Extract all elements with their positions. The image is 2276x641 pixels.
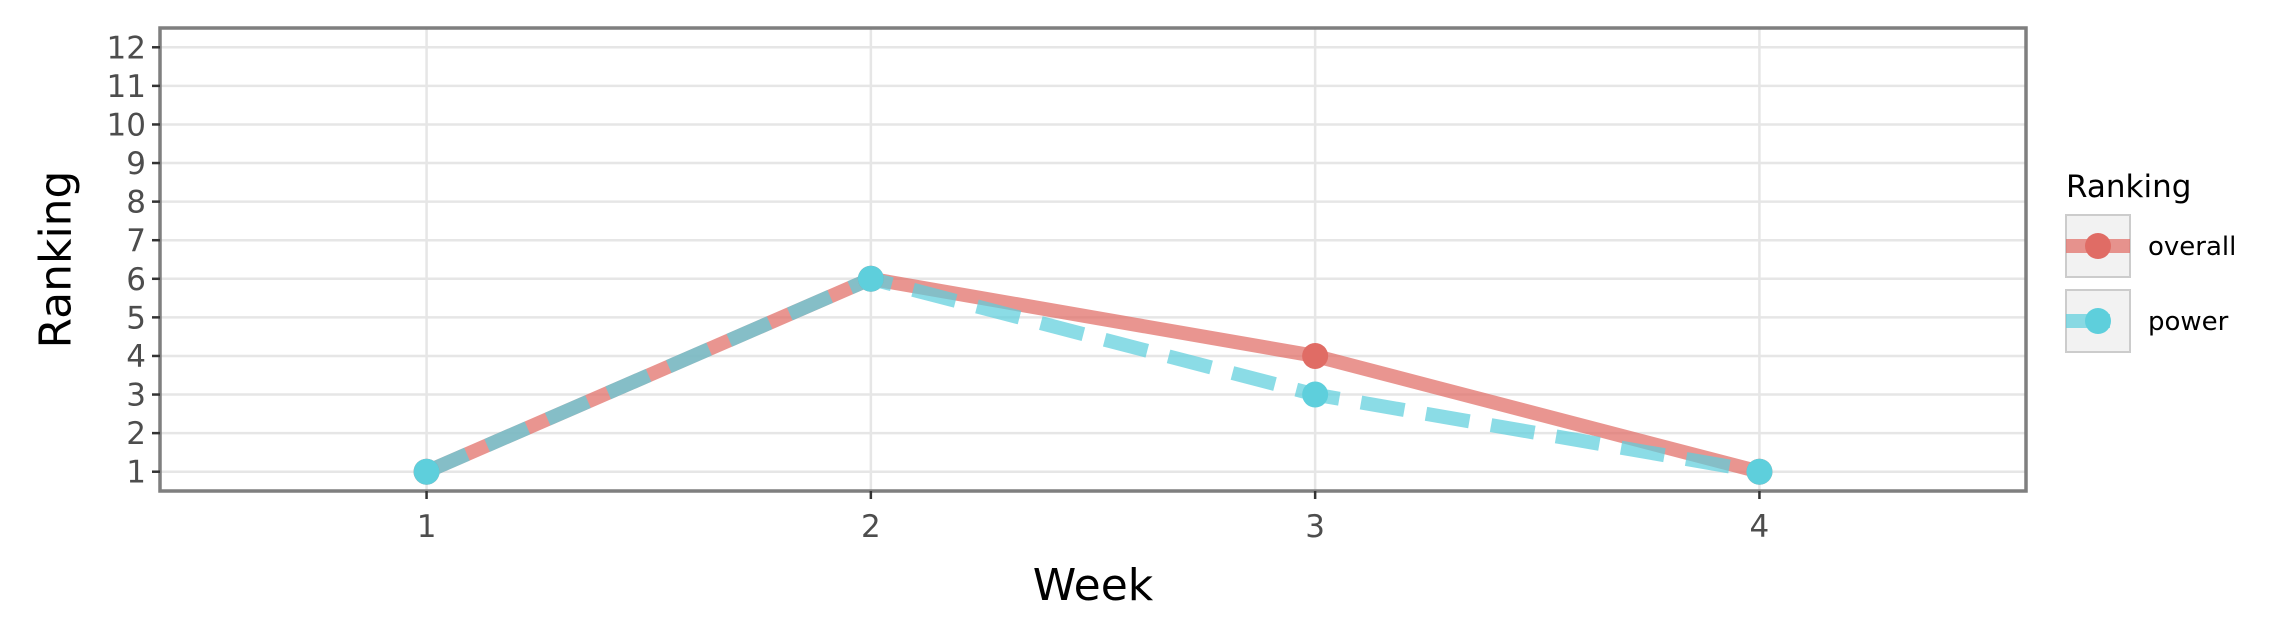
- y-tick-label: 9: [126, 146, 146, 182]
- plot-panel-border: [158, 26, 2028, 493]
- y-tick-label: 10: [107, 107, 146, 143]
- data-point-power: [1746, 458, 1773, 485]
- x-tick-label: 3: [1305, 509, 1325, 545]
- x-tick-label: 1: [417, 509, 437, 545]
- data-point-overall: [1302, 342, 1329, 369]
- x-tick-label: 2: [861, 509, 881, 545]
- legend-label-power: power: [2148, 307, 2229, 337]
- legend-key-point-overall: [2085, 233, 2111, 259]
- y-tick-label: 12: [107, 30, 146, 66]
- series-line-overall: [423, 271, 1762, 479]
- data-point-power: [1302, 381, 1329, 408]
- y-tick-label: 1: [126, 455, 146, 491]
- y-tick-label: 2: [126, 416, 146, 452]
- data-point-power: [857, 265, 884, 292]
- y-tick-label: 7: [126, 223, 146, 259]
- y-tick-label: 5: [126, 300, 146, 336]
- legend-key-point-power: [2085, 308, 2111, 334]
- y-tick-label: 8: [126, 185, 146, 221]
- y-tick-label: 3: [126, 378, 146, 414]
- y-tick-label: 4: [126, 339, 146, 375]
- y-tick-label: 6: [126, 262, 146, 298]
- y-axis-title: Ranking: [30, 171, 81, 349]
- data-point-power: [413, 458, 440, 485]
- legend-title: Ranking: [2066, 169, 2191, 205]
- y-tick-label: 11: [107, 69, 146, 105]
- grid-lines: [160, 28, 2026, 491]
- legend-label-overall: overall: [2148, 232, 2236, 262]
- series-layer: [413, 265, 1773, 485]
- x-axis-title: Week: [1033, 560, 1154, 611]
- legend: Ranking overall power: [2065, 169, 2236, 353]
- x-tick-label: 4: [1750, 509, 1770, 545]
